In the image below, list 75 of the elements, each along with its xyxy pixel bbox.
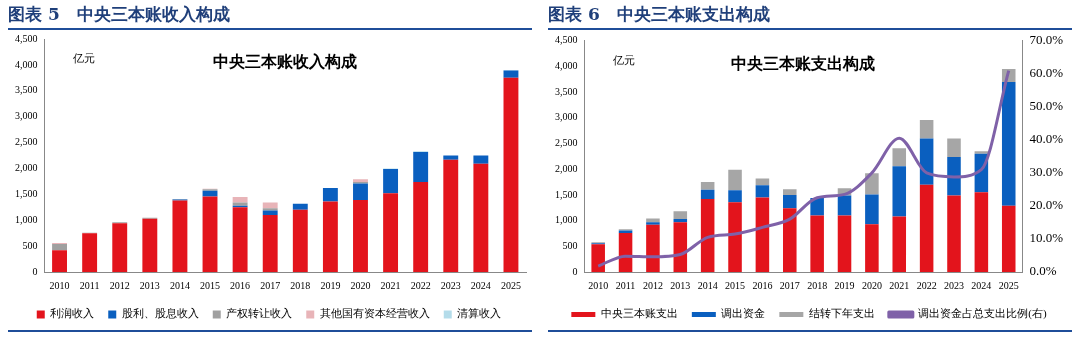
legend-label: 调出资金 — [721, 307, 766, 320]
y-tick-label: 1,500 — [15, 187, 38, 199]
y2-tick-label: 60.0% — [1029, 65, 1064, 81]
y-axis-title: 亿元 — [71, 51, 95, 64]
x-tick-label: 2020 — [861, 279, 882, 291]
y-tick-label: 2,500 — [15, 136, 38, 148]
x-tick-label: 2013 — [670, 279, 691, 291]
x-tick-label: 2015 — [200, 279, 221, 291]
x-tick-label: 2021 — [380, 279, 401, 291]
legend-label: 中央三本账支出 — [600, 307, 678, 320]
y2-tick-label: 50.0% — [1029, 98, 1064, 114]
legend-label: 结转下年支出 — [808, 307, 875, 320]
x-tick-label: 2017 — [779, 279, 800, 291]
x-tick-label: 2010 — [49, 279, 70, 291]
y-tick-label: 4,000 — [555, 60, 578, 72]
x-tick-label: 2016 — [230, 279, 251, 291]
x-tick-label: 2021 — [889, 279, 910, 291]
y-tick-label: 3,000 — [555, 111, 578, 123]
legend-label: 股利、股息收入 — [121, 307, 199, 320]
legend-label: 调出资金占总支出比例(右) — [918, 307, 1047, 321]
x-tick-label: 2011 — [79, 279, 100, 291]
y2-tick-label: 40.0% — [1029, 131, 1064, 147]
x-tick-label: 2014 — [169, 279, 190, 291]
y-tick-label: 4,000 — [15, 58, 38, 70]
y2-tick-label: 70.0% — [1029, 32, 1064, 48]
x-tick-label: 2025 — [998, 279, 1019, 291]
x-tick-label: 2020 — [350, 279, 371, 291]
x-tick-label: 2022 — [916, 279, 937, 291]
y-tick-label: 500 — [22, 239, 38, 251]
y-tick-label: 1,000 — [15, 213, 38, 225]
legend-label: 产权转让收入 — [226, 307, 293, 320]
x-tick-label: 2018 — [807, 279, 828, 291]
y2-tick-label: 30.0% — [1029, 164, 1064, 180]
y-tick-label: 0 — [572, 265, 578, 277]
y-axis-title: 亿元 — [611, 53, 635, 66]
legend-label: 清算收入 — [457, 307, 502, 320]
legend-label: 其他国有资本经营收入 — [319, 307, 430, 320]
x-tick-label: 2014 — [697, 279, 718, 291]
x-tick-label: 2018 — [290, 279, 311, 291]
x-tick-label: 2019 — [320, 279, 341, 291]
y2-tick-label: 20.0% — [1029, 197, 1064, 213]
x-tick-label: 2022 — [410, 279, 431, 291]
y-tick-label: 4,500 — [555, 34, 578, 46]
x-tick-label: 2015 — [725, 279, 746, 291]
x-tick-label: 2012 — [109, 279, 130, 291]
x-tick-label: 2025 — [500, 279, 521, 291]
x-tick-label: 2023 — [440, 279, 461, 291]
x-tick-label: 2016 — [752, 279, 773, 291]
text: 中央三本账支出构成 — [731, 54, 876, 72]
chart-title: 图表 6 中央三本账支出构成 — [548, 0, 1072, 30]
text: 中央三本账收入构成 — [213, 53, 358, 71]
x-tick-label: 2024 — [470, 279, 491, 291]
y-tick-label: 1,000 — [555, 214, 578, 226]
y2-tick-label: 0.0% — [1029, 263, 1057, 279]
y2-tick-label: 10.0% — [1029, 230, 1064, 246]
x-tick-label: 2013 — [139, 279, 160, 291]
x-tick-label: 2017 — [260, 279, 281, 291]
legend-label: 利润收入 — [50, 307, 95, 320]
y-tick-label: 2,000 — [15, 162, 38, 174]
y-tick-label: 500 — [562, 239, 578, 251]
y-tick-label: 3,500 — [15, 84, 38, 96]
y-tick-label: 3,500 — [555, 85, 578, 97]
y-tick-label: 2,000 — [555, 162, 578, 174]
y-tick-label: 1,500 — [555, 188, 578, 200]
x-tick-label: 2010 — [588, 279, 609, 291]
chart-title: 图表 5 中央三本账收入构成 — [8, 0, 532, 30]
y-tick-label: 2,500 — [555, 137, 578, 149]
y-tick-label: 3,000 — [15, 110, 38, 122]
x-tick-label: 2011 — [615, 279, 636, 291]
y-tick-label: 4,500 — [15, 32, 38, 44]
x-tick-label: 2012 — [642, 279, 663, 291]
x-tick-label: 2023 — [944, 279, 964, 291]
x-tick-label: 2024 — [971, 279, 992, 291]
y-tick-label: 0 — [32, 265, 38, 277]
x-tick-label: 2019 — [834, 279, 855, 291]
